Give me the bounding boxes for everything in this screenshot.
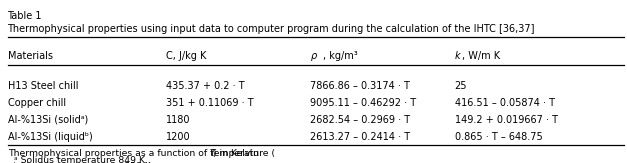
Text: 435.37 + 0.2 · T: 435.37 + 0.2 · T <box>166 81 245 91</box>
Text: ᵃ Solidus temperature 849 K.: ᵃ Solidus temperature 849 K. <box>14 156 148 163</box>
Text: Thermophysical properties as a function of temperature (: Thermophysical properties as a function … <box>8 149 275 158</box>
Text: Table 1: Table 1 <box>8 11 42 21</box>
Text: 416.51 – 0.05874 · T: 416.51 – 0.05874 · T <box>455 98 554 108</box>
Text: 0.865 · T – 648.75: 0.865 · T – 648.75 <box>455 132 542 142</box>
Text: Al-%13Si (solidᵃ): Al-%13Si (solidᵃ) <box>8 115 88 125</box>
Text: 351 + 0.11069 · T: 351 + 0.11069 · T <box>166 98 254 108</box>
Text: 1180: 1180 <box>166 115 191 125</box>
Text: Al-%13Si (liquidᵇ): Al-%13Si (liquidᵇ) <box>8 132 92 142</box>
Text: T: T <box>209 149 215 158</box>
Text: Thermophysical properties using input data to computer program during the calcul: Thermophysical properties using input da… <box>8 24 535 34</box>
Text: Materials: Materials <box>8 51 53 61</box>
Text: ᵇ Liquidus temperature 850 K.: ᵇ Liquidus temperature 850 K. <box>14 162 153 163</box>
Text: 2613.27 – 0.2414 · T: 2613.27 – 0.2414 · T <box>310 132 411 142</box>
Text: ρ: ρ <box>310 51 317 61</box>
Text: 2682.54 – 0.2969 · T: 2682.54 – 0.2969 · T <box>310 115 411 125</box>
Text: 9095.11 – 0.46292 · T: 9095.11 – 0.46292 · T <box>310 98 416 108</box>
Text: 25: 25 <box>455 81 467 91</box>
Text: , W/m K: , W/m K <box>462 51 500 61</box>
Text: ) in Kelvin.: ) in Kelvin. <box>213 149 261 158</box>
Text: 7866.86 – 0.3174 · T: 7866.86 – 0.3174 · T <box>310 81 410 91</box>
Text: k: k <box>455 51 460 61</box>
Text: 149.2 + 0.019667 · T: 149.2 + 0.019667 · T <box>455 115 557 125</box>
Text: 1200: 1200 <box>166 132 191 142</box>
Text: H13 Steel chill: H13 Steel chill <box>8 81 78 91</box>
Text: Copper chill: Copper chill <box>8 98 66 108</box>
Text: C, J/kg K: C, J/kg K <box>166 51 206 61</box>
Text: , kg/m³: , kg/m³ <box>323 51 357 61</box>
